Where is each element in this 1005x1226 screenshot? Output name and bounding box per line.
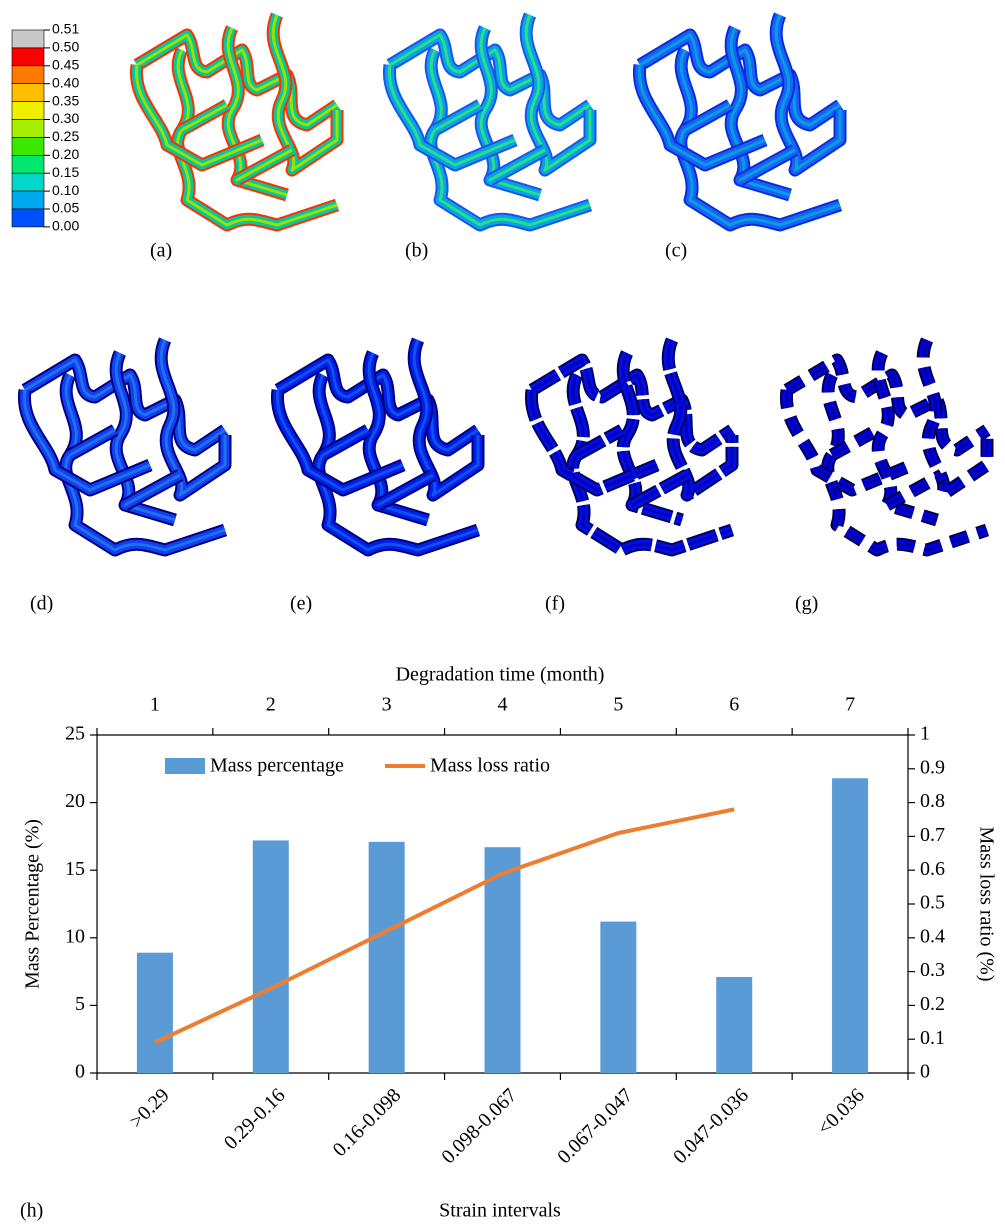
y2-tick-label: 0.2 [920, 993, 945, 1015]
bar [600, 922, 636, 1073]
x2-tick-label: 5 [613, 694, 623, 716]
y2-title: Mass loss ratio (%) [975, 827, 997, 982]
lattice [786, 340, 987, 550]
x2-tick-label: 3 [382, 694, 392, 716]
y-title: Mass Percentage (%) [22, 819, 44, 989]
panel-label: (e) [290, 593, 312, 615]
y-tick-label: 5 [75, 993, 85, 1015]
y2-tick-label: 0.5 [920, 892, 945, 914]
lattice [277, 340, 478, 550]
panel-label: (b) [405, 240, 428, 262]
colorbar-swatch [12, 48, 44, 66]
y2-tick-label: 0.3 [920, 959, 945, 981]
colorbar-label: 0.10 [52, 182, 79, 198]
y2-tick-label: 0.9 [920, 756, 945, 778]
x-tick-label: 0.098-0.067 [437, 1084, 521, 1168]
figure: 0.510.500.450.400.350.300.250.200.150.10… [0, 0, 1005, 1226]
legend-label: Mass percentage [210, 755, 344, 777]
x2-tick-label: 1 [150, 694, 160, 716]
panel-label: (g) [795, 593, 818, 615]
colorbar-swatch [12, 30, 44, 48]
bar [137, 953, 173, 1073]
colorbar-swatch [12, 173, 44, 191]
colorbar-label: 0.20 [52, 146, 79, 162]
colorbar-label: 0.40 [52, 74, 79, 90]
legend-label: Mass loss ratio [430, 755, 550, 777]
panel-label: (c) [665, 240, 687, 262]
strut [923, 340, 987, 495]
colorbar-label: 0.50 [52, 39, 79, 55]
colorbar-label: 0.00 [52, 218, 79, 234]
panel-label: (h) [20, 1200, 43, 1222]
y2-tick-label: 1 [920, 723, 930, 745]
colorbar-swatch [12, 66, 44, 84]
x-tick-label: 0.067-0.047 [553, 1084, 637, 1168]
colorbar-swatch [12, 209, 44, 227]
panel-label: (d) [30, 593, 53, 615]
x-title: Strain intervals [439, 1200, 561, 1222]
x2-tick-label: 7 [845, 694, 855, 716]
colorbar-label: 0.25 [52, 128, 79, 144]
lattice [531, 340, 732, 550]
lattice [136, 15, 337, 225]
x2-tick-label: 2 [266, 694, 276, 716]
y-tick-label: 10 [65, 925, 85, 947]
colorbar-label: 0.15 [52, 164, 79, 180]
colorbar-swatch [12, 137, 44, 155]
colorbar-swatch [12, 191, 44, 209]
colorbar-label: 0.45 [52, 57, 79, 73]
colorbar-label: 0.05 [52, 200, 79, 216]
y-tick-label: 0 [75, 1061, 85, 1083]
lattice [639, 15, 840, 225]
lattice [389, 15, 590, 225]
y2-tick-label: 0 [920, 1061, 930, 1083]
y2-tick-label: 0.6 [920, 858, 945, 880]
x-tick-label: <0.036 [814, 1084, 869, 1139]
colorbar: 0.51 0.50 0.450.40 0.35 0.30 0.25 0.20 0.15 0.10… [12, 21, 79, 234]
x-tick-label: 0.047-0.036 [669, 1084, 753, 1168]
page: 0.510.500.450.400.350.300.250.200.150.10… [0, 0, 1005, 1226]
colorbar-swatch [12, 155, 44, 173]
x-tick-label: 0.29-0.16 [220, 1084, 290, 1154]
x-tick-label: >0.29 [125, 1084, 173, 1132]
panel-label: (a) [150, 240, 172, 262]
colorbar-swatch [12, 120, 44, 138]
line [155, 809, 734, 1042]
lattice [24, 340, 225, 550]
colorbar-swatch [12, 102, 44, 120]
x2-tick-label: 6 [729, 694, 739, 716]
bar [832, 778, 868, 1073]
colorbar-label: 0.51 [52, 21, 79, 37]
x-tick-label: 0.16-0.098 [329, 1084, 406, 1161]
colorbar-label: 0.35 [52, 92, 79, 108]
y2-tick-label: 0.7 [920, 824, 945, 846]
colorbar-swatch [12, 84, 44, 102]
x2-tick-label: 4 [498, 694, 508, 716]
y2-tick-label: 0.4 [920, 925, 945, 947]
bar [369, 842, 405, 1073]
bar [253, 840, 289, 1073]
legend-swatch [165, 758, 205, 774]
panel-label: (f) [545, 593, 565, 615]
y-tick-label: 20 [65, 790, 85, 812]
y2-tick-label: 0.1 [920, 1027, 945, 1049]
colorbar-label: 0.30 [52, 110, 79, 126]
y-tick-label: 25 [65, 723, 85, 745]
y-tick-label: 15 [65, 858, 85, 880]
y2-tick-label: 0.8 [920, 790, 945, 812]
bar [716, 977, 752, 1073]
lattices [24, 15, 987, 550]
x2-title: Degradation time (month) [396, 664, 605, 686]
